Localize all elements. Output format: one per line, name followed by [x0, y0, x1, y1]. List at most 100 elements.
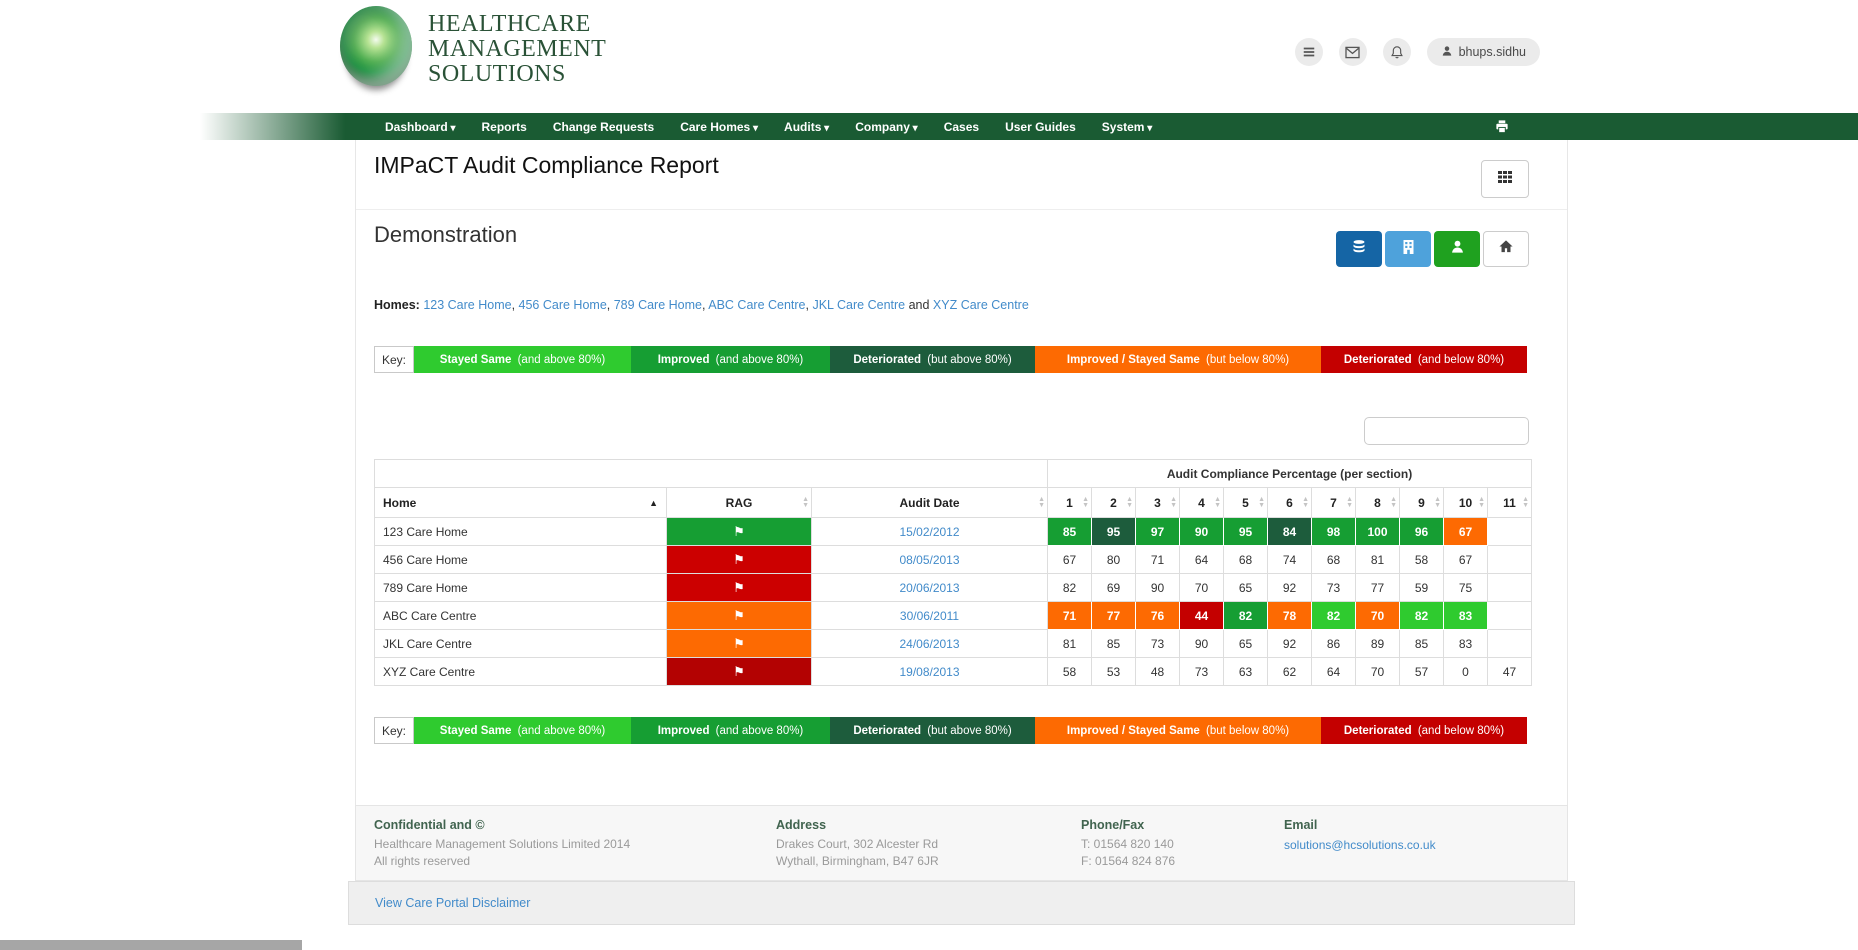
- nav-item-company[interactable]: Company ▾: [855, 119, 918, 134]
- nav-item-change-requests[interactable]: Change Requests: [552, 119, 655, 134]
- audit-date-cell: 30/06/2011: [811, 601, 1048, 630]
- top-header: HEALTHCARE MANAGEMENT SOLUTIONS bhups.sidh…: [0, 0, 1858, 113]
- key-item-improved: Improved (and above 80%): [631, 346, 830, 373]
- sort-icon: ▲ ▼: [1390, 495, 1397, 509]
- col-header-3[interactable]: 3 ▲ ▼: [1135, 487, 1180, 518]
- audit-date-link[interactable]: 20/06/2013: [899, 580, 960, 595]
- col-header-8[interactable]: 8 ▲ ▼: [1355, 487, 1400, 518]
- caret-down-icon: ▾: [750, 122, 759, 134]
- col-header-home[interactable]: Home ▲: [374, 487, 667, 518]
- col-header-9[interactable]: 9 ▲ ▼: [1399, 487, 1444, 518]
- col-header-4[interactable]: 4 ▲ ▼: [1179, 487, 1224, 518]
- mail-icon[interactable]: [1338, 38, 1367, 66]
- footer-column: Address Drakes Court, 302 Alcester Rd Wyth…: [776, 818, 939, 870]
- email-link[interactable]: solutions@hcsolutions.co.uk: [1284, 838, 1436, 852]
- key-label: Key:: [374, 717, 414, 744]
- audit-date-link[interactable]: 15/02/2012: [899, 524, 960, 539]
- audit-date-cell: 24/06/2013: [811, 629, 1048, 658]
- key-bar: Key: Stayed Same (and above 80%) Improved …: [374, 346, 1527, 373]
- table-header-row: Home ▲ RAG ▲ ▼ Audit Date ▲ ▼ 1 ▲ ▼ 2 ▲ ▼ 3 ▲ ▼ 4 ▲ ▼…: [374, 487, 1533, 518]
- value-cell: 82: [1399, 601, 1444, 630]
- footer-heading: Phone/Fax: [1081, 818, 1145, 832]
- value-cell: 53: [1091, 657, 1136, 686]
- col-header-1[interactable]: 1 ▲ ▼: [1047, 487, 1092, 518]
- value-cell: 84: [1267, 517, 1312, 546]
- table-row: ABC Care Centre ⚑ 30/06/2011 71 77 76 44 82 78 82…: [374, 601, 1533, 630]
- table-filter-input[interactable]: [1364, 417, 1529, 445]
- nav-item-user-guides[interactable]: User Guides: [1005, 119, 1076, 134]
- database-view-button[interactable]: [1336, 231, 1382, 267]
- bell-icon[interactable]: [1382, 38, 1411, 66]
- user-view-button[interactable]: [1434, 231, 1480, 267]
- view-buttons: [1336, 231, 1529, 267]
- value-cell: 95: [1223, 517, 1268, 546]
- disclaimer-link[interactable]: View Care Portal Disclaimer: [375, 896, 531, 910]
- home-link[interactable]: 456 Care Home: [518, 298, 607, 312]
- home-view-button[interactable]: [1483, 231, 1529, 267]
- col-header-6[interactable]: 6 ▲ ▼: [1267, 487, 1312, 518]
- audit-date-cell: 15/02/2012: [811, 517, 1048, 546]
- list-icon[interactable]: [1294, 38, 1323, 66]
- section-title: Demonstration: [374, 222, 518, 247]
- person-icon: [1450, 239, 1465, 259]
- audit-date-link[interactable]: 19/08/2013: [899, 664, 960, 679]
- audit-date-link[interactable]: 30/06/2011: [899, 608, 960, 623]
- value-cell: 83: [1443, 601, 1488, 630]
- group-header: Audit Compliance Percentage (per section…: [1046, 459, 1533, 488]
- print-icon[interactable]: [1494, 113, 1510, 140]
- value-cell: 64: [1179, 545, 1224, 574]
- home-link[interactable]: JKL Care Centre: [812, 298, 906, 312]
- col-header-7[interactable]: 7 ▲ ▼: [1311, 487, 1356, 518]
- home-link[interactable]: 789 Care Home: [613, 298, 702, 312]
- rag-cell: ⚑: [666, 573, 812, 602]
- nav-item-reports[interactable]: Reports: [481, 119, 527, 134]
- value-cell: 90: [1179, 629, 1224, 658]
- grid-view-button[interactable]: [1481, 160, 1529, 198]
- audit-date-link[interactable]: 24/06/2013: [899, 636, 960, 651]
- value-cell: 69: [1091, 573, 1136, 602]
- col-header-rag[interactable]: RAG ▲ ▼: [666, 487, 812, 518]
- home-link[interactable]: 123 Care Home: [423, 298, 512, 312]
- nav-item-care-homes[interactable]: Care Homes ▾: [680, 119, 759, 134]
- value-cell: 73: [1179, 657, 1224, 686]
- nav-item-dashboard[interactable]: Dashboard ▾: [385, 119, 456, 134]
- nav-item-cases[interactable]: Cases: [943, 119, 980, 134]
- value-cell: 80: [1091, 545, 1136, 574]
- value-cell: 85: [1047, 517, 1092, 546]
- value-cell: 68: [1223, 545, 1268, 574]
- rag-cell: ⚑: [666, 657, 812, 686]
- audit-date-cell: 08/05/2013: [811, 545, 1048, 574]
- main-navbar: Dashboard ▾ Reports Change Requests Care Ho…: [0, 113, 1858, 140]
- value-cell: 73: [1135, 629, 1180, 658]
- user-menu[interactable]: bhups.sidhu: [1426, 38, 1540, 66]
- footer-column: Phone/Fax T: 01564 820 140 F: 01564 824 87…: [1081, 818, 1175, 870]
- value-cell: 75: [1443, 573, 1488, 602]
- value-cell: 71: [1047, 601, 1092, 630]
- page-title: IMPaCT Audit Compliance Report: [374, 152, 719, 178]
- table-row: 456 Care Home ⚑ 08/05/2013 67 80 71 64 68 74 68 81…: [374, 545, 1533, 574]
- col-header-audit-date[interactable]: Audit Date ▲ ▼: [811, 487, 1048, 518]
- building-view-button[interactable]: [1385, 231, 1431, 267]
- home-link[interactable]: ABC Care Centre: [708, 298, 806, 312]
- homes-links: 123 Care Home, 456 Care Home, 789 Care H…: [423, 298, 1029, 312]
- table-row: 123 Care Home ⚑ 15/02/2012 85 95 97 90 95 84 98 10…: [374, 517, 1533, 546]
- value-cell: 63: [1223, 657, 1268, 686]
- audit-date-link[interactable]: 08/05/2013: [899, 552, 960, 567]
- sort-icon: ▲ ▼: [1214, 495, 1221, 509]
- value-cell: 70: [1179, 573, 1224, 602]
- col-header-11[interactable]: 11 ▲ ▼: [1486, 487, 1533, 518]
- home-link[interactable]: XYZ Care Centre: [932, 298, 1029, 312]
- home-cell: XYZ Care Centre: [374, 657, 667, 686]
- nav-item-system[interactable]: System ▾: [1101, 119, 1153, 134]
- footer-heading: Confidential and ©: [374, 818, 485, 832]
- col-header-5[interactable]: 5 ▲ ▼: [1223, 487, 1268, 518]
- value-cell: 81: [1355, 545, 1400, 574]
- value-cell: 70: [1355, 657, 1400, 686]
- footer-line: Healthcare Management Solutions Limited …: [374, 837, 631, 851]
- flag-icon: ⚑: [667, 602, 811, 629]
- col-header-10[interactable]: 10 ▲ ▼: [1443, 487, 1488, 518]
- col-header-2[interactable]: 2 ▲ ▼: [1091, 487, 1136, 518]
- nav-item-audits[interactable]: Audits ▾: [784, 119, 830, 134]
- footer-line: All rights reserved: [374, 854, 471, 868]
- homes-line: Homes: 123 Care Home, 456 Care Home, 789…: [374, 298, 1029, 312]
